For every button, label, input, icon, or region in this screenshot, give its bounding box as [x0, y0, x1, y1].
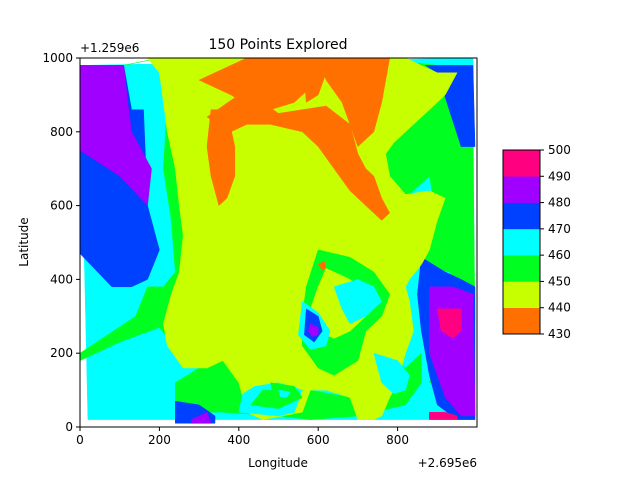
colorbar-swatch-450-460 — [503, 255, 540, 282]
x-axis-label: Longitude — [248, 456, 308, 470]
colorbar-swatch-480-490 — [503, 176, 540, 203]
colorbar-swatch-460-470 — [503, 228, 540, 256]
plot-area — [80, 58, 476, 424]
contour-region-480-490-2 — [80, 65, 152, 207]
contour-region-430-440-24 — [317, 58, 390, 148]
colorbar-swatch-490-500 — [503, 150, 540, 177]
x-offset-label: +2.695e6 — [418, 456, 477, 470]
y-tick-label-1000: 1000 — [42, 51, 73, 65]
chart-title: 150 Points Explored — [208, 37, 347, 53]
contour-region-430-440-26 — [317, 260, 327, 271]
contour-region-480-490-9 — [190, 411, 212, 424]
plot-frame — [79, 57, 478, 428]
y-tick-label-800: 800 — [50, 125, 73, 139]
x-tick-label-200: 200 — [148, 433, 171, 447]
colorbar-tick-label-470: 470 — [548, 222, 571, 236]
contour-region-460-470-15 — [333, 279, 383, 325]
contour-region-430-440-25 — [206, 109, 236, 207]
x-tick-label-0: 0 — [76, 433, 84, 447]
y-tick-label-0: 0 — [65, 420, 73, 434]
contour-region-460-470-28 — [373, 352, 410, 395]
colorbar-tick-label-480: 480 — [548, 196, 571, 210]
contour-region-430-440-23 — [206, 94, 391, 221]
colorbar-tick-label-490: 490 — [548, 169, 571, 183]
x-tick-label-400: 400 — [227, 433, 250, 447]
x-tick-label-600: 600 — [307, 433, 330, 447]
y-tick-label-400: 400 — [50, 272, 73, 286]
contour-region-480-490-18 — [308, 323, 319, 337]
contour-region-430-440-22 — [302, 58, 327, 103]
y-tick-label-600: 600 — [50, 199, 73, 213]
contour-region-460-470-20 — [278, 389, 291, 398]
colorbar-tick-label-450: 450 — [548, 274, 571, 288]
colorbar-frame — [502, 149, 541, 335]
x-tick-label-800: 800 — [386, 433, 409, 447]
contour-region-490-500-7 — [437, 308, 462, 339]
y-offset-label: +1.259e6 — [80, 41, 139, 55]
colorbar-swatch-440-450 — [503, 281, 540, 309]
colorbar-swatch-470-480 — [503, 202, 540, 230]
colorbar-tick-label-460: 460 — [548, 248, 571, 262]
colorbar-swatch-430-440 — [503, 307, 540, 335]
colorbar-tick-label-500: 500 — [548, 143, 571, 157]
axes: 0 200 400 600 800 0 200 400 600 800 1000 — [42, 51, 409, 447]
y-tick-label-200: 200 — [50, 346, 73, 360]
contour-region-490-500-27 — [429, 411, 458, 420]
colorbar-tick-label-440: 440 — [548, 301, 571, 315]
y-axis-label: Latitude — [17, 217, 31, 266]
colorbar: 430 440 450 460 470 480 490 500 — [502, 143, 571, 341]
colorbar-tick-label-430: 430 — [548, 327, 571, 341]
